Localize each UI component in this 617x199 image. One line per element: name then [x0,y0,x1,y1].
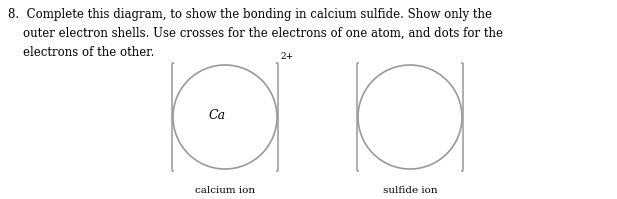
Text: 8.  Complete this diagram, to show the bonding in calcium sulfide. Show only the: 8. Complete this diagram, to show the bo… [8,8,492,21]
Text: outer electron shells. Use crosses for the electrons of one atom, and dots for t: outer electron shells. Use crosses for t… [8,27,503,40]
Text: calcium ion: calcium ion [195,186,255,195]
Text: sulfide ion: sulfide ion [383,186,437,195]
Text: electrons of the other.: electrons of the other. [8,46,154,59]
Text: 2+: 2+ [280,52,293,61]
Text: Ca: Ca [209,108,226,122]
